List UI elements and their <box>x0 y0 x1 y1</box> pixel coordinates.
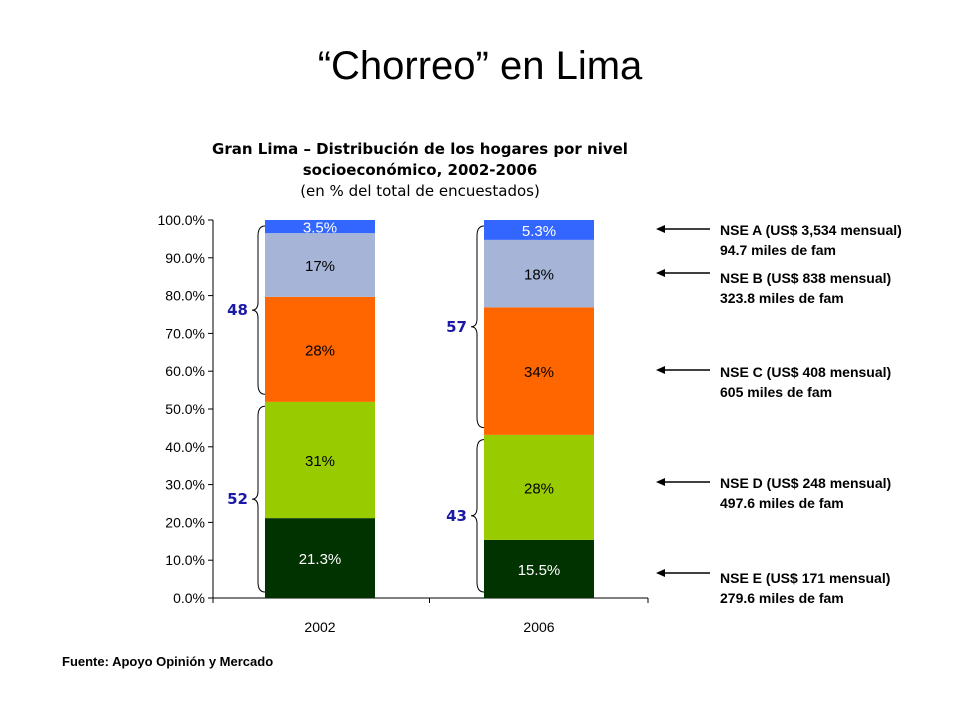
bar-label-nse-a-2002: 3.5% <box>303 220 337 237</box>
bar-segment-nse-d-2002 <box>265 401 375 519</box>
chart-title: Gran Lima – Distribución de los hogares … <box>212 140 628 179</box>
bar-segment-nse-a-2006 <box>484 220 594 240</box>
y-tick-label: 90.0% <box>165 250 205 266</box>
y-tick-label: 40.0% <box>165 439 205 455</box>
legend-nse-e-line1: NSE E (US$ 171 mensual) <box>720 570 891 586</box>
bracket-2002-48 <box>251 225 266 395</box>
y-tick-label: 20.0% <box>165 514 205 530</box>
chart-subtitle: (en % del total de encuestados) <box>300 182 540 200</box>
y-tick-label: 60.0% <box>165 363 205 379</box>
bracket-2002-52 <box>251 405 266 593</box>
y-tick-label: 10.0% <box>165 552 205 568</box>
bar-label-nse-d-2002: 31% <box>305 453 335 470</box>
bar-label-nse-b-2002: 17% <box>305 258 335 275</box>
legend-nse-d-line2: 497.6 miles de fam <box>720 495 844 511</box>
arrow-left-icon <box>656 478 665 486</box>
bracket-label: 57 <box>446 318 467 336</box>
legend-nse-a-line2: 94.7 miles de fam <box>720 242 836 258</box>
bar-segment-nse-e-2006 <box>484 539 594 598</box>
bar-segment-nse-b-2002 <box>265 233 375 297</box>
legend-nse-c: NSE C (US$ 408 mensual) 605 miles de fam <box>720 362 891 402</box>
legend-nse-d-line1: NSE D (US$ 248 mensual) <box>720 475 892 491</box>
bar-segment-nse-e-2002 <box>265 518 375 598</box>
y-tick-label: 50.0% <box>165 401 205 417</box>
bracket-label: 43 <box>446 507 467 525</box>
bar-segment-nse-d-2006 <box>484 434 594 540</box>
bar-label-nse-d-2006: 28% <box>524 480 554 497</box>
bar-segment-nse-c-2006 <box>484 307 594 435</box>
bar-label-nse-e-2006: 15.5% <box>518 562 561 579</box>
bar-segment-nse-c-2002 <box>265 296 375 402</box>
legend-nse-d: NSE D (US$ 248 mensual) 497.6 miles de f… <box>720 473 891 513</box>
bar-segment-nse-a-2002 <box>265 220 375 234</box>
legend-nse-b-line1: NSE B (US$ 838 mensual) <box>720 270 892 286</box>
bar-label-nse-e-2002: 21.3% <box>299 551 342 568</box>
bracket-label: 52 <box>227 490 248 508</box>
bar-segment-nse-b-2006 <box>484 239 594 308</box>
bar-label-nse-b-2006: 18% <box>524 267 554 284</box>
chart-title-block: Gran Lima – Distribución de los hogares … <box>190 139 650 202</box>
legend-nse-e: NSE E (US$ 171 mensual) 279.6 miles de f… <box>720 568 890 608</box>
x-tick-label: 2002 <box>304 619 335 635</box>
bar-label-nse-c-2006: 34% <box>524 364 554 381</box>
bar-label-nse-c-2002: 28% <box>305 342 335 359</box>
legend-nse-b-line2: 323.8 miles de fam <box>720 290 844 306</box>
bracket-label: 48 <box>227 301 248 319</box>
bracket-2006-57 <box>470 225 485 429</box>
y-tick-label: 100.0% <box>158 212 205 228</box>
legend-nse-c-line1: NSE C (US$ 408 mensual) <box>720 364 892 380</box>
legend-nse-c-line2: 605 miles de fam <box>720 384 833 400</box>
arrow-left-icon <box>656 225 665 233</box>
source-note: Fuente: Apoyo Opinión y Mercado <box>62 654 274 669</box>
y-tick-label: 80.0% <box>165 288 205 304</box>
arrow-left-icon <box>656 569 665 577</box>
legend-nse-a-line1: NSE A (US$ 3,534 mensual) <box>720 222 902 238</box>
legend-nse-b: NSE B (US$ 838 mensual) 323.8 miles de f… <box>720 268 891 308</box>
arrow-left-icon <box>656 366 665 374</box>
legend-nse-a: NSE A (US$ 3,534 mensual) 94.7 miles de … <box>720 220 902 260</box>
bar-label-nse-a-2006: 5.3% <box>522 223 556 240</box>
y-tick-label: 0.0% <box>173 590 205 606</box>
slide-title: “Chorreo” en Lima <box>317 44 643 88</box>
arrow-left-icon <box>656 269 665 277</box>
y-tick-label: 70.0% <box>165 325 205 341</box>
x-tick-label: 2006 <box>523 619 554 635</box>
bracket-2006-43 <box>470 439 485 593</box>
legend-nse-e-line2: 279.6 miles de fam <box>720 590 844 606</box>
y-tick-label: 30.0% <box>165 477 205 493</box>
